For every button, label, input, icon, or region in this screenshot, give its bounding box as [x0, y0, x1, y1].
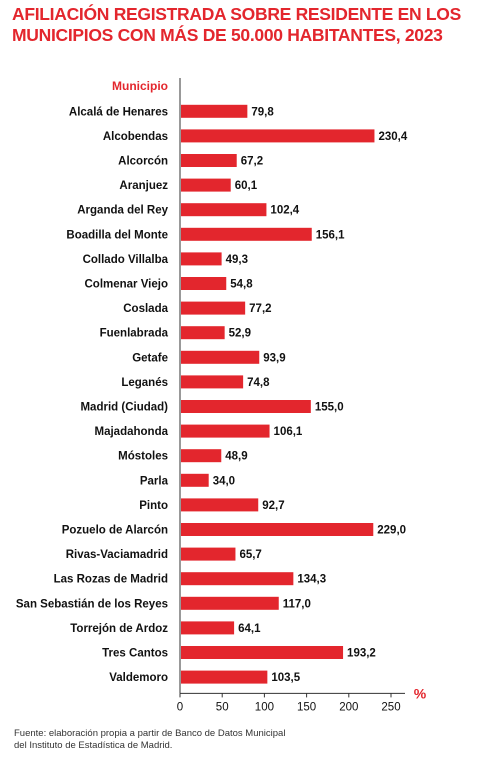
value-label: 229,0 [377, 525, 406, 537]
category-label: Collado Villalba [83, 254, 169, 266]
category-label: Getafe [132, 352, 168, 364]
value-label: 103,5 [271, 672, 300, 684]
category-label: Tres Cantos [102, 648, 168, 660]
x-tick-label: 150 [297, 701, 316, 713]
chart-title-line-1: AFILIACIÓN REGISTRADA SOBRE RESIDENTE EN… [12, 4, 461, 24]
value-label: 79,8 [251, 106, 274, 118]
category-label: San Sebastián de los Reyes [16, 598, 168, 610]
bar [181, 252, 222, 266]
bar [181, 178, 231, 192]
value-label: 102,4 [270, 205, 299, 217]
category-label: Madrid (Ciudad) [80, 402, 168, 414]
value-label: 67,2 [241, 156, 263, 168]
value-label: 134,3 [297, 574, 326, 586]
category-label: Alcobendas [103, 131, 168, 143]
bar [181, 498, 259, 512]
unit-label: % [414, 685, 427, 701]
bar [181, 596, 279, 610]
x-tick-label: 50 [216, 701, 229, 713]
category-label: Aranjuez [119, 180, 168, 192]
value-label: 64,1 [238, 623, 261, 635]
bar [181, 621, 235, 635]
x-tick-label: 250 [381, 701, 400, 713]
bar [181, 547, 236, 561]
category-label: Leganés [121, 377, 168, 389]
value-label: 230,4 [378, 131, 407, 143]
source-line-1: Fuente: elaboración propia a partir de B… [14, 728, 286, 739]
value-label: 156,1 [316, 229, 345, 241]
category-label: Pinto [139, 500, 168, 512]
bar [181, 277, 227, 290]
value-label: 117,0 [283, 598, 311, 610]
bar [181, 104, 248, 118]
source-note: Fuente: elaboración propia a partir de B… [14, 728, 285, 752]
category-label: Alcorcón [118, 156, 168, 168]
value-label: 65,7 [239, 549, 261, 561]
category-label: Pozuelo de Alarcón [62, 525, 168, 537]
value-label: 77,2 [249, 303, 271, 315]
bar [181, 473, 209, 487]
bar [181, 449, 222, 463]
category-label: Las Rozas de Madrid [54, 574, 168, 586]
value-label: 60,1 [235, 180, 258, 192]
value-label: 155,0 [315, 402, 344, 414]
category-label: Valdemoro [109, 672, 168, 684]
bar-chart: Municipio Alcalá de Henares 79,8 Alcobendas… [16, 78, 427, 713]
category-label: Colmenar Viejo [84, 279, 168, 291]
category-label: Alcalá de Henares [69, 106, 168, 118]
bar [181, 375, 244, 389]
category-label: Coslada [123, 303, 168, 315]
value-label: 52,9 [229, 328, 251, 340]
value-label: 34,0 [213, 475, 235, 487]
x-tick-label: 0 [177, 701, 183, 713]
bar [181, 572, 294, 586]
bar [181, 424, 270, 438]
category-label: Móstoles [118, 451, 168, 463]
chart-title: AFILIACIÓN REGISTRADA SOBRE RESIDENTE EN… [12, 4, 474, 46]
x-tick-label: 100 [255, 701, 274, 713]
bar [181, 350, 260, 364]
bar [181, 154, 237, 167]
value-label: 193,2 [347, 648, 376, 660]
bar [181, 203, 267, 217]
value-label: 74,8 [247, 377, 270, 389]
category-label: Fuenlabrada [100, 328, 169, 340]
bar [181, 646, 344, 659]
category-label: Parla [140, 475, 169, 487]
value-label: 49,3 [226, 254, 248, 266]
value-label: 48,9 [225, 451, 247, 463]
bar [181, 227, 312, 241]
category-header: Municipio [112, 79, 168, 93]
bar [181, 523, 374, 536]
bar [181, 670, 268, 684]
value-label: 106,1 [274, 426, 303, 438]
bar [181, 326, 225, 340]
bar [181, 400, 311, 413]
category-label: Arganda del Rey [77, 205, 168, 217]
category-label: Rivas-Vaciamadrid [66, 549, 168, 561]
value-label: 54,8 [230, 279, 253, 291]
category-label: Majadahonda [95, 426, 169, 438]
category-label: Boadilla del Monte [66, 229, 168, 241]
bar [181, 301, 246, 315]
chart-title-line-2: MUNICIPIOS CON MÁS DE 50.000 HABITANTES,… [12, 25, 443, 45]
source-line-2: del Instituto de Estadística de Madrid. [14, 740, 173, 751]
x-tick-label: 200 [339, 701, 358, 713]
value-label: 93,9 [263, 352, 285, 364]
category-label: Torrejón de Ardoz [70, 623, 168, 635]
bar [181, 129, 375, 143]
value-label: 92,7 [262, 500, 284, 512]
